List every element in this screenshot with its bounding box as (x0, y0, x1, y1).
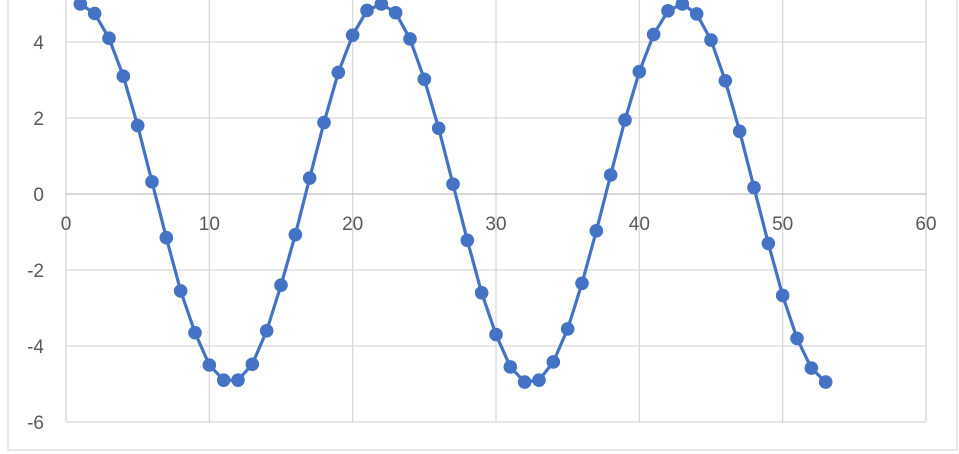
data-point (145, 175, 159, 189)
data-point (790, 331, 804, 346)
data-point (73, 0, 88, 11)
data-point (517, 375, 532, 389)
y-tick-label: -6 (27, 413, 44, 434)
data-point (675, 0, 690, 11)
data-point (474, 286, 489, 300)
data-point (345, 28, 360, 42)
y-tick-label: 0 (33, 185, 44, 206)
data-point (446, 177, 460, 191)
data-point (775, 288, 790, 303)
data-point (532, 373, 546, 388)
data-point (704, 33, 718, 47)
data-point (331, 65, 346, 80)
y-tick-label: 4 (33, 33, 44, 54)
data-point (718, 73, 733, 88)
y-tick-labels: -6 -4 -2 0 2 4 (27, 33, 44, 434)
data-point (216, 373, 231, 388)
x-tick-labels: 0 10 20 30 40 50 60 (61, 214, 937, 235)
data-point (646, 27, 661, 42)
data-point (403, 32, 417, 46)
data-point (116, 69, 131, 83)
data-point (732, 124, 747, 139)
vertical-gridlines (208, 0, 927, 422)
data-point (689, 7, 704, 21)
data-point (259, 324, 274, 338)
data-point (87, 6, 102, 21)
data-point (603, 168, 618, 182)
data-markers (73, 0, 833, 389)
x-tick-label: 40 (629, 214, 650, 235)
data-point (173, 284, 188, 298)
data-point (360, 3, 374, 18)
series-line (79, 2, 827, 384)
x-tick-label: 50 (772, 214, 793, 235)
data-point (546, 355, 561, 369)
data-point (159, 230, 174, 245)
x-tick-label: 0 (61, 214, 72, 235)
data-point (618, 113, 632, 127)
data-point (188, 325, 202, 340)
horizontal-gridlines (65, 0, 926, 423)
data-point (575, 276, 589, 291)
data-point (317, 115, 331, 130)
data-point (374, 0, 389, 11)
x-tick-label: 30 (485, 214, 506, 235)
data-point (288, 227, 303, 242)
x-tick-label: 60 (915, 214, 936, 235)
data-point (202, 358, 217, 372)
data-point (489, 327, 503, 342)
data-point (417, 72, 432, 87)
data-point (632, 64, 647, 79)
y-tick-label: -4 (27, 337, 44, 358)
data-point (661, 4, 675, 18)
data-point (431, 121, 446, 136)
data-point (818, 375, 833, 389)
data-point (804, 361, 819, 375)
data-point (302, 171, 317, 185)
data-point (761, 236, 776, 251)
data-point (388, 5, 403, 20)
data-point (130, 118, 145, 133)
chart-frame (7, 0, 958, 451)
y-tick-label: -2 (27, 261, 44, 282)
x-tick-label: 10 (199, 214, 220, 235)
y-tick-label: 2 (33, 109, 44, 130)
data-point (231, 373, 245, 388)
x-tick-label: 20 (342, 214, 363, 235)
data-point (747, 180, 761, 195)
data-point (460, 233, 475, 248)
data-point (560, 322, 575, 336)
data-point (274, 278, 288, 293)
data-point (245, 357, 260, 372)
data-point (503, 360, 518, 374)
data-point (589, 224, 604, 238)
data-point (102, 31, 116, 45)
